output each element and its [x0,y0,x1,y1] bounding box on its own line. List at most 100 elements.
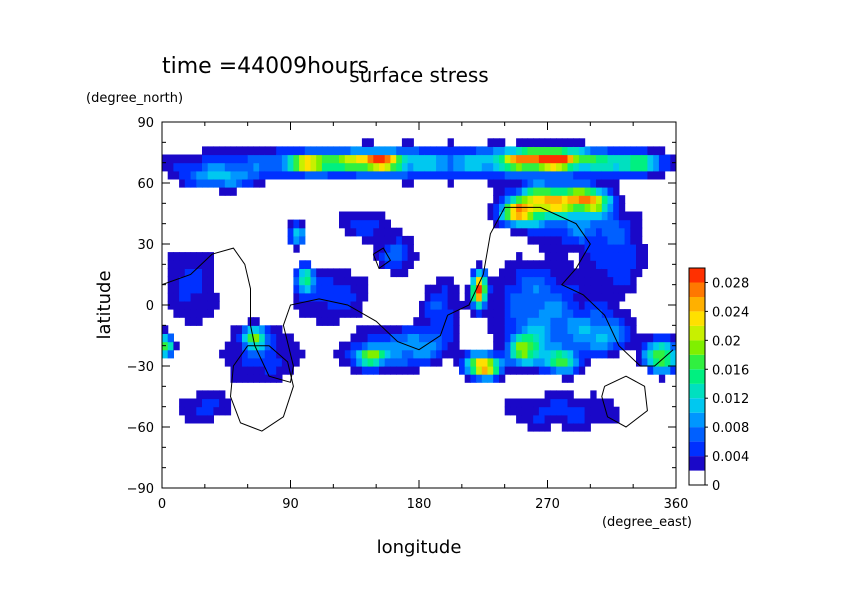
field-cell [361,138,369,147]
field-cell [596,195,603,204]
field-cell [344,268,352,278]
field-cell [556,227,563,237]
field-cell [561,178,569,188]
field-cell [339,170,346,180]
field-cell [499,162,506,172]
colorbar-swatch [689,282,705,297]
field-cell [464,349,471,359]
field-cell [441,276,449,286]
field-cell [190,406,197,416]
field-cell [396,252,403,261]
field-cell [167,349,174,359]
field-cell [470,292,477,302]
field-cell [516,357,523,367]
field-cell [630,227,637,237]
field-cell [424,300,431,310]
field-cell [493,341,500,351]
field-cell [173,276,180,286]
field-cell [447,154,454,164]
field-cell [601,203,609,212]
field-cell [550,390,557,400]
field-cell [653,357,660,367]
field-cell [556,252,563,261]
field-cell [556,406,563,416]
field-cell [287,162,294,172]
field-cell [544,333,551,343]
field-cell [567,292,574,302]
field-cell [373,366,380,375]
field-cell [167,252,174,261]
field-cell [287,333,294,343]
field-cell [379,349,386,359]
field-cell [430,162,437,172]
field-cell [613,309,620,318]
field-cell [618,260,626,269]
field-cell [356,357,363,367]
field-cell [453,292,460,302]
field-cell [493,211,500,221]
field-cell [556,366,563,375]
field-cell [521,406,529,416]
field-cell [259,349,266,359]
field-cell [556,349,563,359]
field-cell [601,211,609,221]
field-cell [339,349,346,359]
field-cell [304,276,312,286]
field-cell [613,341,620,351]
field-cell [487,170,494,180]
field-cell [453,146,460,156]
field-cell [607,292,614,302]
field-cell [259,154,266,164]
field-cell [504,398,511,408]
field-cell [504,341,511,351]
field-cell [396,333,403,343]
field-cell [344,154,352,164]
field-cell [373,170,380,180]
field-cell [636,333,643,343]
field-cell [476,146,483,156]
field-cell [533,260,540,269]
field-cell [607,260,614,269]
field-cell [162,325,169,334]
field-cell [396,146,403,156]
field-cell [344,292,352,302]
field-cell [538,333,546,343]
field-cell [510,260,517,269]
field-cell [202,390,209,400]
field-cell [464,170,471,180]
field-cell [521,414,529,424]
field-cell [573,276,580,286]
field-cell [567,162,574,172]
field-cell [196,268,203,278]
field-cell [607,349,614,359]
field-cell [196,162,203,172]
field-cell [590,211,597,221]
field-cell [276,366,283,375]
field-cell [213,390,220,400]
field-cell [493,366,500,375]
field-cell [384,154,391,164]
y-tick-label: −30 [127,360,154,375]
field-cell [590,162,597,172]
field-cell [504,154,511,164]
field-cell [499,146,506,156]
field-cell [607,211,614,221]
field-cell [567,178,574,188]
field-cell [658,146,666,156]
field-cell [516,178,523,188]
field-cell [447,317,454,326]
field-cell [590,146,597,156]
field-cell [584,422,591,432]
field-cell [384,260,391,269]
field-cell [584,398,591,408]
field-cell [379,357,386,367]
field-cell [196,317,203,326]
field-cell [521,398,529,408]
field-cell [601,260,609,269]
field-cell [516,154,523,164]
field-cell [624,309,631,318]
field-cell [196,300,203,310]
field-cell [179,300,186,310]
field-cell [247,357,254,367]
field-cell [550,366,557,375]
